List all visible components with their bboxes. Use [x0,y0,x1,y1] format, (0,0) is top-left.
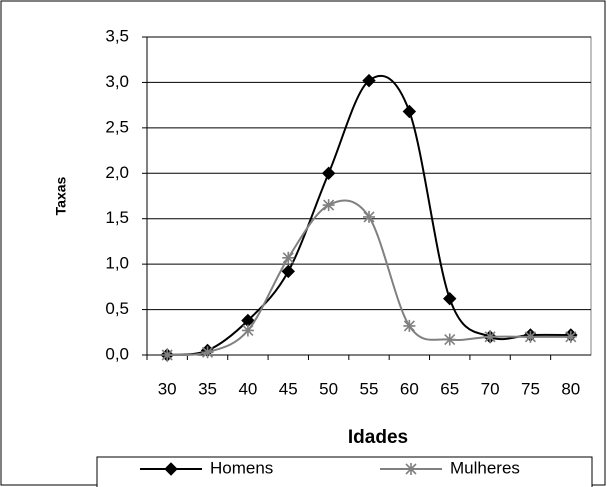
x-tick-label: 75 [521,379,540,398]
x-tick-label: 40 [238,379,257,398]
x-tick-label: 70 [481,379,500,398]
x-tick-label: 55 [360,379,379,398]
y-axis-label: Taxas [53,176,69,215]
marker [362,73,376,88]
legend-label: Mulheres [450,458,520,477]
marker [403,319,416,332]
x-tick-label: 50 [319,379,338,398]
y-tick-label: 3,5 [105,26,129,45]
marker [281,264,295,279]
y-tick-label: 2,5 [105,117,129,136]
x-tick-label: 35 [198,379,217,398]
y-tick-label: 1,5 [105,208,129,227]
y-tick-label: 0,0 [105,344,129,363]
marker [201,346,214,359]
legend-label: Homens [210,458,273,477]
y-tick-label: 2,0 [105,163,129,182]
marker [443,291,457,306]
x-tick-label: 65 [440,379,459,398]
x-tick-label: 60 [400,379,419,398]
marker [321,166,336,180]
marker [161,349,174,361]
y-tick-label: 3,0 [105,72,129,91]
marker [443,333,456,346]
marker [524,330,537,343]
marker [322,199,335,212]
marker [402,104,417,119]
x-tick-label: 30 [158,379,177,398]
x-axis-label: Idades [348,427,408,448]
marker [564,330,577,343]
y-tick-label: 1,0 [105,254,129,273]
marker [241,324,254,337]
x-tick-label: 80 [561,379,580,398]
marker [282,251,295,264]
x-tick-label: 45 [279,379,298,398]
legend-marker [405,463,417,475]
marker [363,210,375,223]
legend-box [96,456,593,487]
legend-marker [164,462,178,476]
y-tick-label: 0,5 [105,299,129,318]
marker [484,330,497,343]
